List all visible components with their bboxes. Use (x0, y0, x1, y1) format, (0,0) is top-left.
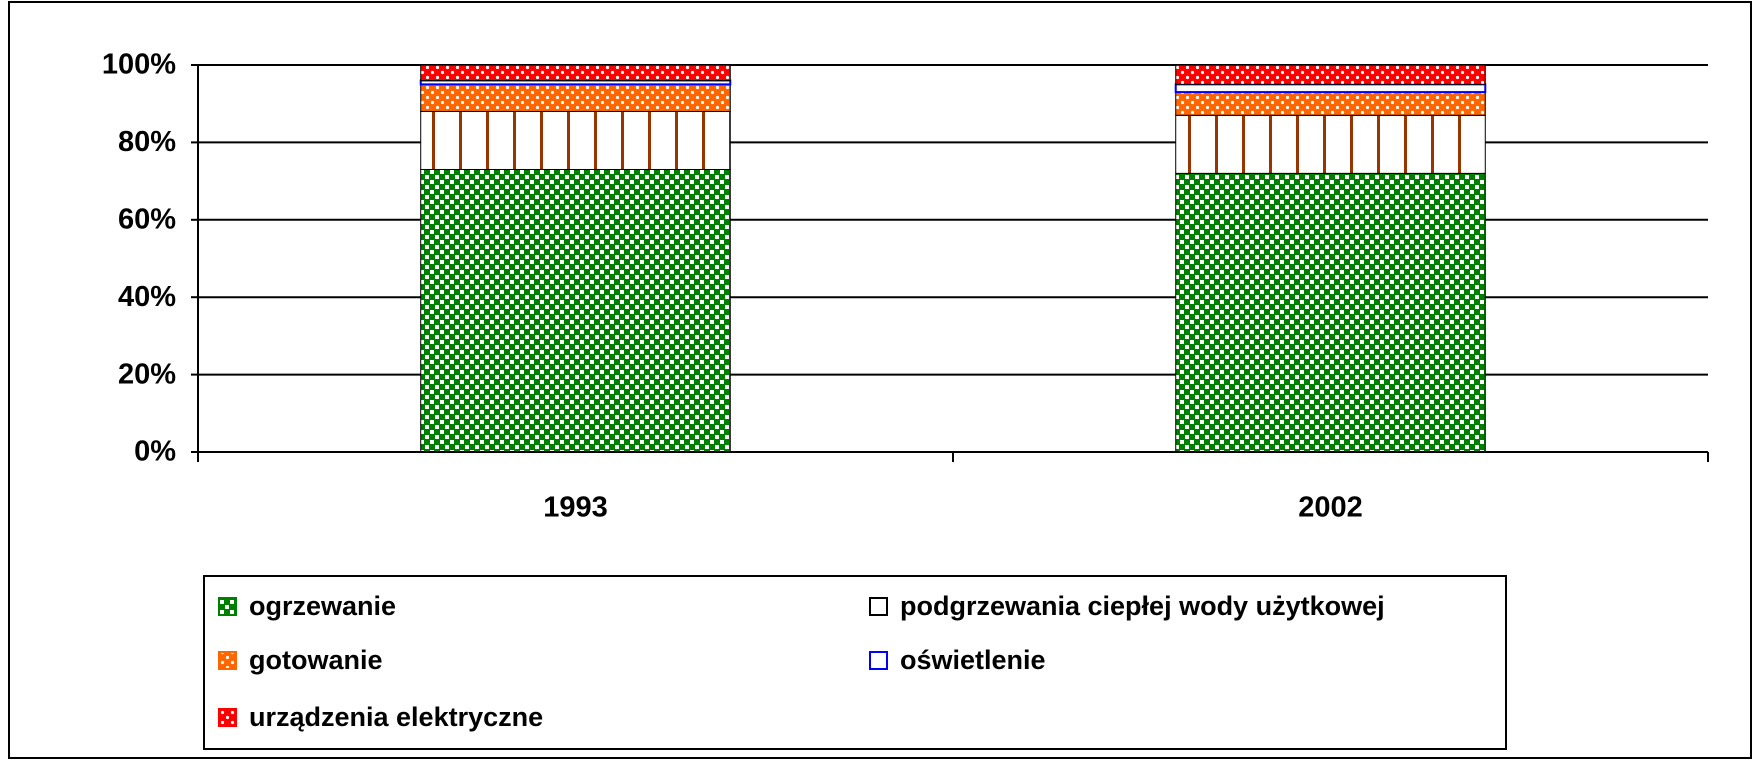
legend-swatch (218, 708, 237, 727)
y-tick-label: 0% (134, 436, 176, 468)
legend-swatch (869, 597, 888, 616)
bar-segment (420, 64, 731, 81)
y-tick-label: 40% (118, 281, 176, 313)
legend-label: gotowanie (249, 645, 383, 675)
legend-swatch (218, 651, 237, 670)
x-tick-label: 2002 (1298, 492, 1363, 524)
bar-segment (419, 79, 732, 86)
bar-segment (1175, 114, 1486, 174)
legend-label: urządzenia elektryczne (249, 702, 543, 732)
bar-segment (420, 110, 731, 170)
bar-segment (420, 83, 731, 112)
y-tick-label: 20% (118, 358, 176, 390)
y-tick-label: 80% (118, 126, 176, 158)
legend-swatch (869, 651, 888, 670)
legend-label: podgrzewania ciepłej wody użytkowej (900, 591, 1385, 621)
x-tick-label: 1993 (543, 492, 608, 524)
legend-swatch (218, 597, 237, 616)
legend-label: oświetlenie (900, 645, 1046, 675)
y-tick-label: 60% (118, 203, 176, 235)
bar-segment (1175, 64, 1486, 85)
legend-label: ogrzewanie (249, 591, 396, 621)
bar-segment (420, 168, 731, 453)
y-tick-label: 100% (102, 49, 176, 81)
bar-segment (1175, 91, 1486, 116)
legend-box (203, 575, 1507, 750)
bar-segment (1175, 172, 1486, 453)
bar-segment (1174, 83, 1487, 94)
